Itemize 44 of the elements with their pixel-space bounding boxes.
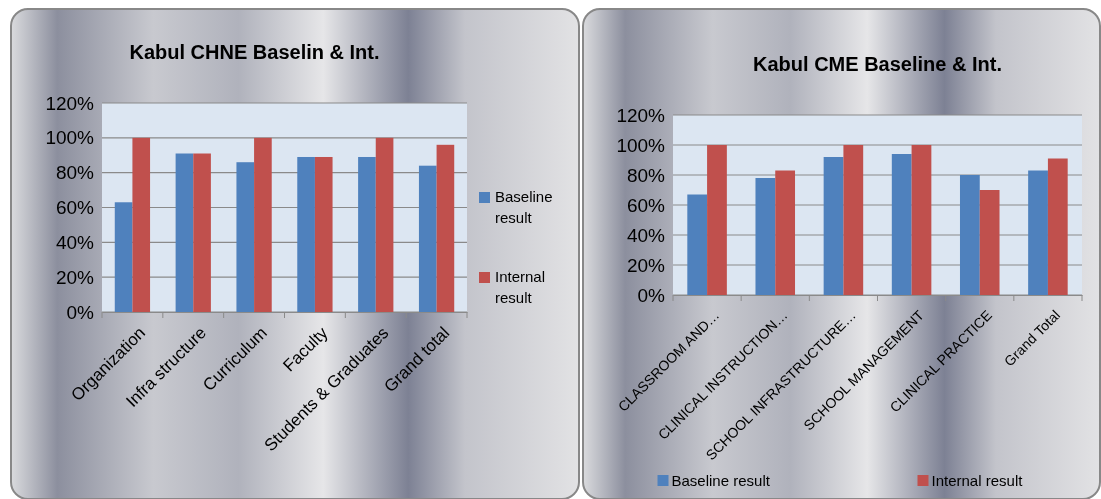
bar — [1047, 158, 1068, 295]
y-tick-label: 60% — [55, 197, 95, 219]
bar — [418, 165, 437, 312]
y-tick-label: 100% — [616, 134, 666, 156]
bar — [236, 162, 255, 312]
y-tick-label: 100% — [45, 127, 95, 149]
bar — [979, 190, 1000, 295]
legend-label: Baseline result — [671, 472, 771, 489]
bar — [314, 156, 333, 312]
bar — [687, 194, 708, 295]
chart-title: Kabul CME Baseline & Int. — [753, 53, 1002, 75]
bar — [959, 175, 980, 295]
bar — [1028, 170, 1048, 295]
bar — [297, 156, 315, 312]
y-tick-label: 20% — [55, 266, 95, 288]
y-tick-label: 0% — [637, 284, 666, 306]
legend-label: Baseline result — [495, 188, 553, 226]
y-tick-label: 40% — [55, 231, 95, 253]
y-tick-label: 0% — [66, 301, 95, 323]
bar — [823, 157, 844, 295]
bar — [193, 153, 211, 312]
bar — [707, 145, 727, 295]
bar — [436, 144, 455, 312]
y-tick-label: 20% — [626, 254, 666, 276]
bar — [843, 145, 864, 295]
bar — [358, 156, 376, 312]
y-tick-label: 80% — [626, 164, 666, 186]
bar — [375, 137, 394, 312]
y-tick-label: 120% — [616, 104, 666, 126]
y-tick-label: 40% — [626, 224, 666, 246]
bar — [132, 137, 151, 312]
legend-label: Internal result — [931, 472, 1024, 489]
bar — [755, 178, 776, 295]
bar — [175, 153, 194, 312]
chart-title: Kabul CHNE Baselin & Int. — [129, 41, 380, 63]
y-tick-label: 60% — [626, 194, 666, 216]
y-tick-label: 120% — [45, 92, 95, 114]
bar — [775, 170, 796, 295]
bar — [891, 154, 912, 295]
bar — [911, 145, 932, 295]
bar — [114, 202, 133, 312]
bar — [254, 137, 272, 312]
legend-label: Internal result — [495, 268, 546, 306]
y-tick-label: 80% — [55, 162, 95, 184]
